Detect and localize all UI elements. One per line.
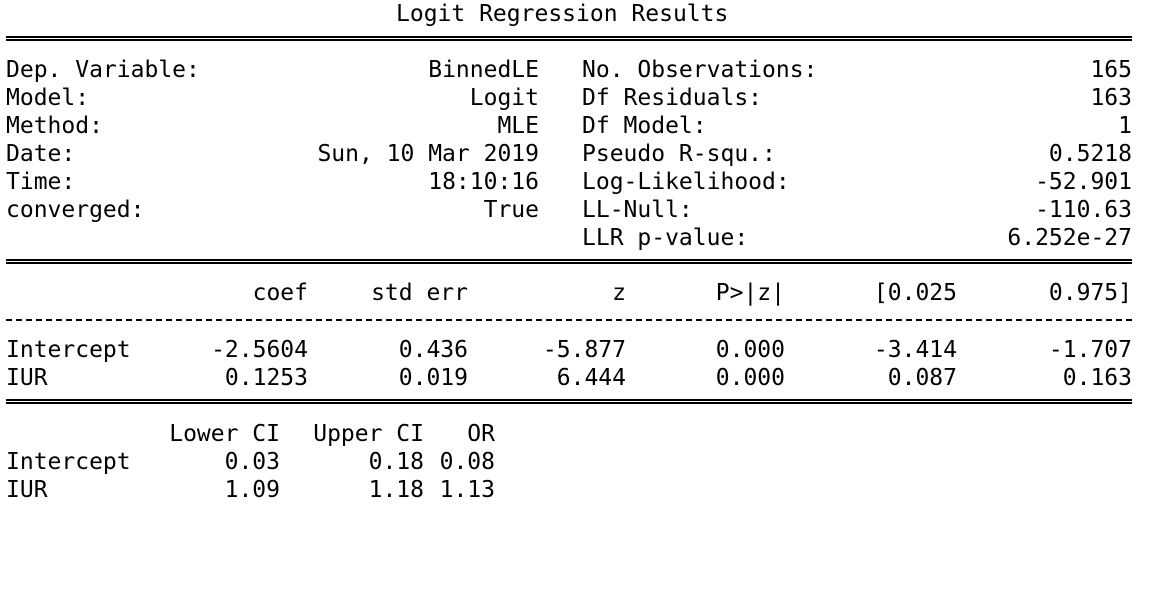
stderr-column-header: std err <box>371 280 468 306</box>
ci-lower-column-header: [0.025 <box>873 280 957 306</box>
header-left-row: Time: 18:10:16 <box>6 168 539 280</box>
header-right-label: LL-Null: <box>582 197 693 223</box>
z-column-header: z <box>612 280 626 306</box>
header-left-row: Dep. Variable: BinnedLE <box>6 56 539 168</box>
ci-upper-column-header: 0.975] <box>1048 280 1132 306</box>
header-double-rule <box>6 259 1132 264</box>
header-right-label: No. Observations: <box>582 57 818 83</box>
row-name: IUR <box>6 477 48 503</box>
header-left-label: Dep. Variable: <box>6 57 200 83</box>
upper-ci-cell: 1.18 <box>368 477 424 503</box>
header-right-value: 1 <box>1118 113 1132 139</box>
header-left-label: Date: <box>6 141 76 167</box>
or-cell: 0.08 <box>439 449 495 475</box>
lower-ci-cell: 0.03 <box>224 449 280 475</box>
header-left-row: Model: Logit <box>6 84 539 196</box>
header-left-label: Method: <box>6 113 103 139</box>
ci-upper-cell: 0.163 <box>1062 365 1132 391</box>
z-cell: -5.877 <box>542 337 626 363</box>
header-right-row: No. Observations: 165 <box>6 56 1132 168</box>
pvalue-column-header: P>|z| <box>715 280 785 306</box>
row-name: Intercept <box>6 337 131 363</box>
ci-lower-cell: 0.087 <box>887 365 957 391</box>
header-right-row: Df Model: 1 <box>6 112 1132 224</box>
coef-cell: 0.1253 <box>224 365 308 391</box>
pvalue-cell: 0.000 <box>715 337 785 363</box>
header-left-row: Method: MLE <box>6 112 539 224</box>
header-left-value: 18:10:16 <box>428 169 539 195</box>
lower-ci-cell: 1.09 <box>224 477 280 503</box>
header-right-value: 6.252e-27 <box>1007 225 1132 251</box>
row-name: Intercept <box>6 449 131 475</box>
header-left-row: Date: Sun, 10 Mar 2019 <box>6 140 539 252</box>
ci-upper-cell: -1.707 <box>1048 337 1132 363</box>
header-left-value: True <box>483 197 539 223</box>
row-name: IUR <box>6 365 48 391</box>
ci-lower-cell: -3.414 <box>873 337 957 363</box>
header-right-row: Df Residuals: 163 <box>6 84 1132 196</box>
or-cell: 1.13 <box>439 477 495 503</box>
header-right-row: Log-Likelihood: -52.901 <box>6 168 1132 280</box>
header-left-value: Sun, 10 Mar 2019 <box>317 141 539 167</box>
stderr-cell: 0.019 <box>398 365 468 391</box>
header-right-label: LLR p-value: <box>582 225 749 251</box>
header-left-row: converged: True <box>6 196 539 308</box>
header-left-label: Model: <box>6 85 90 111</box>
or-column-header: OR <box>467 421 495 447</box>
header-right-row: LL-Null: -110.63 <box>6 196 1132 308</box>
header-right-value: 163 <box>1090 85 1132 111</box>
header-right-label: Df Residuals: <box>582 85 763 111</box>
summary-title: Logit Regression Results <box>396 1 729 27</box>
header-right-value: -52.901 <box>1035 169 1132 195</box>
table-row: IUR 1.09 1.18 1.13 <box>6 476 495 616</box>
header-right-label: Log-Likelihood: <box>582 169 790 195</box>
header-left-label: Time: <box>6 169 76 195</box>
header-left-value: Logit <box>469 85 539 111</box>
header-right-value: 0.5218 <box>1048 141 1132 167</box>
header-right-value: 165 <box>1090 57 1132 83</box>
z-cell: 6.444 <box>556 365 626 391</box>
header-left-label: converged: <box>6 197 145 223</box>
upper-ci-column-header: Upper CI <box>313 421 424 447</box>
table-row: Intercept 0.03 0.18 0.08 <box>6 448 495 588</box>
header-right-row: LLR p-value: 6.252e-27 <box>6 224 1132 336</box>
stderr-cell: 0.436 <box>398 337 468 363</box>
coef-table-header: coef std err z P>|z| [0.025 0.975] <box>6 279 1132 475</box>
header-right-label: Pseudo R-squ.: <box>582 141 776 167</box>
header-left-value: BinnedLE <box>428 57 539 83</box>
table-row: IUR 0.1253 0.019 6.444 0.000 0.087 0.163 <box>6 364 1132 588</box>
top-double-rule <box>6 36 1132 41</box>
coef-dashed-rule <box>6 319 1132 321</box>
coef-cell: -2.5604 <box>211 337 308 363</box>
coef-column-header: coef <box>252 280 308 306</box>
header-right-value: -110.63 <box>1035 197 1132 223</box>
pvalue-cell: 0.000 <box>715 365 785 391</box>
upper-ci-cell: 0.18 <box>368 449 424 475</box>
table-row: Intercept -2.5604 0.436 -5.877 0.000 -3.… <box>6 336 1132 560</box>
ci-table-header: Lower CI Upper CI OR <box>6 420 495 532</box>
header-right-label: Df Model: <box>582 113 707 139</box>
header-left-value: MLE <box>497 113 539 139</box>
bottom-double-rule <box>6 399 1132 404</box>
header-right-row: Pseudo R-squ.: 0.5218 <box>6 140 1132 252</box>
lower-ci-column-header: Lower CI <box>169 421 280 447</box>
